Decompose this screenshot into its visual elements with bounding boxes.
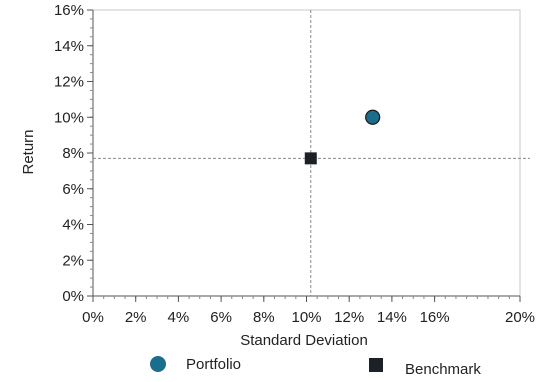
x-tick-label: 12% [334, 309, 364, 326]
y-tick-label: 2% [62, 252, 84, 269]
legend-benchmark-label: Benchmark [405, 361, 481, 377]
data-points [304, 109, 381, 165]
x-axis-label: Standard Deviation [240, 332, 368, 349]
benchmark-point [304, 152, 317, 165]
y-tick-label: 12% [54, 74, 84, 91]
x-tick-label: 0% [82, 309, 104, 326]
x-tick-label: 10% [291, 309, 321, 326]
x-tick-label: 4% [168, 309, 190, 326]
x-tick-label: 8% [253, 309, 275, 326]
axes-layer: 0% 2% 4% 6% 8% 10% 12% 14% 16% 0% 2% 4% 6% 8% 10% 12% 14… [54, 2, 535, 326]
x-tick-label: 6% [210, 309, 232, 326]
x-tick-label: 20% [505, 309, 535, 326]
legend: Portfolio Benchmark [150, 356, 481, 378]
y-tick-label: 10% [54, 109, 84, 126]
y-tick-label: 6% [62, 181, 84, 198]
y-tick-label: 4% [62, 217, 84, 234]
x-tick-label: 14% [377, 309, 407, 326]
y-tick-label: 8% [62, 145, 84, 162]
legend-benchmark-marker [369, 358, 383, 372]
x-tick-label: 2% [125, 309, 147, 326]
y-tick-label: 0% [62, 288, 84, 305]
legend-portfolio-marker [150, 356, 166, 372]
y-tick-label: 14% [54, 38, 84, 55]
legend-portfolio-label: Portfolio [186, 356, 241, 373]
portfolio-point [365, 109, 381, 125]
x-tick-label: 16% [420, 309, 450, 326]
y-axis-label: Return [20, 129, 37, 174]
y-tick-label: 16% [54, 2, 84, 19]
